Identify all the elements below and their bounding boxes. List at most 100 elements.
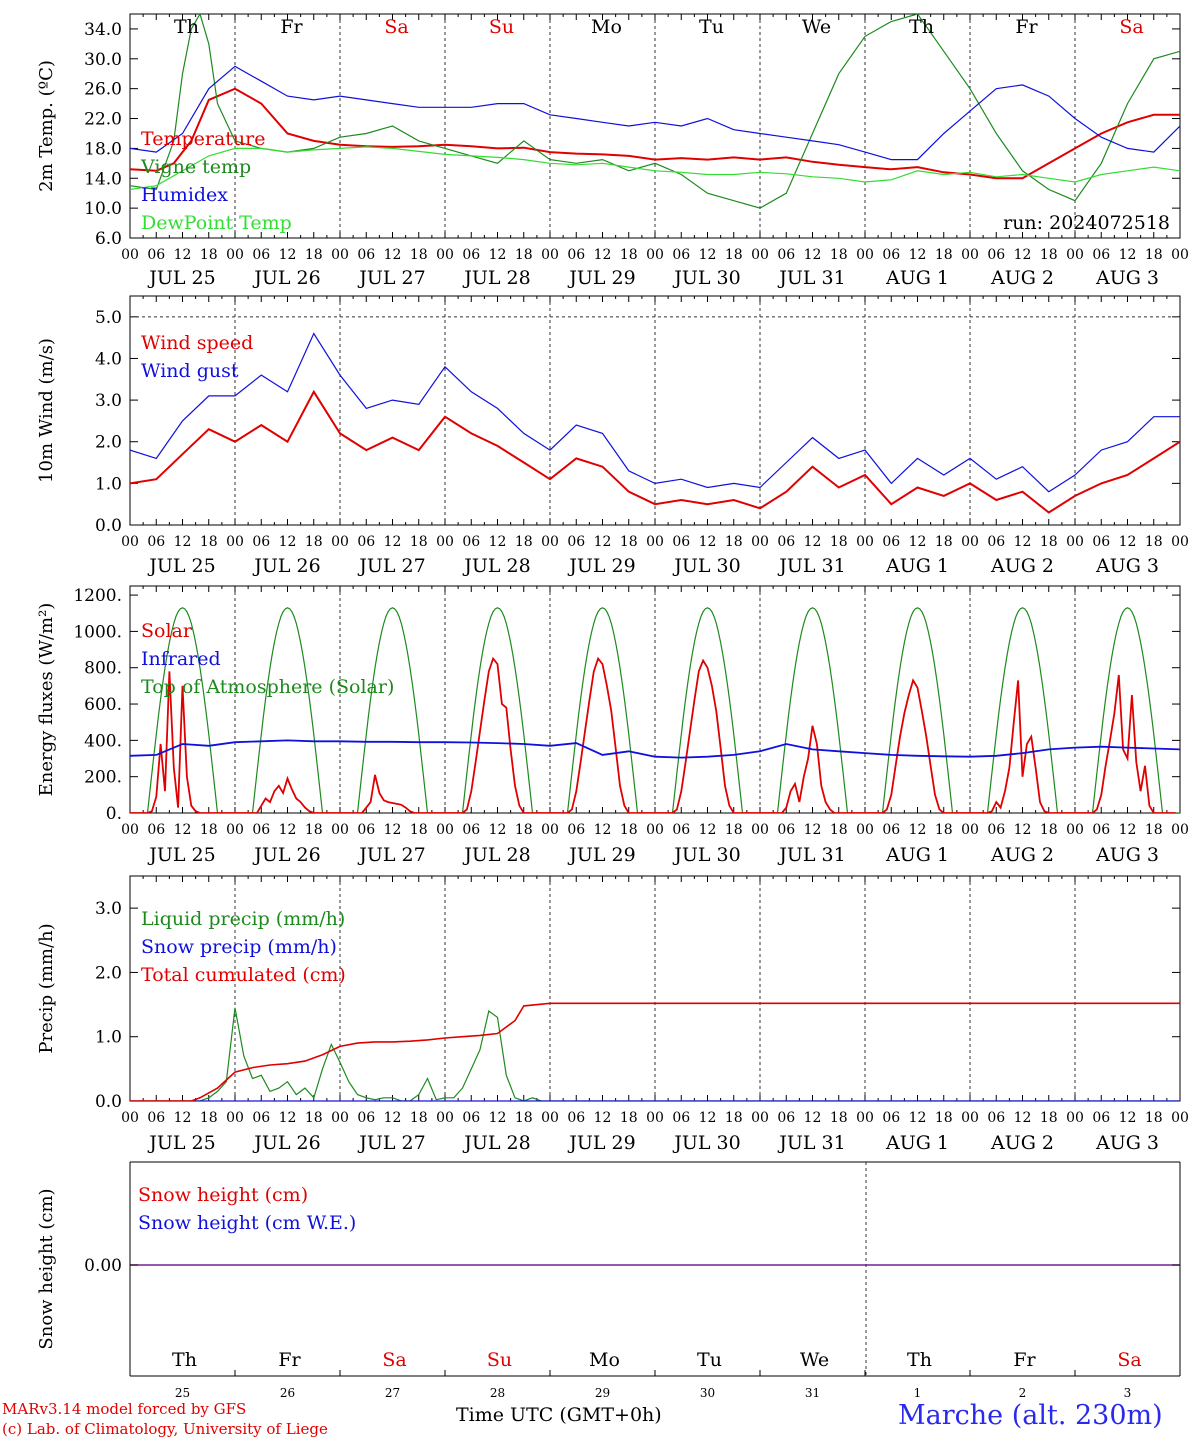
hour-tick-label: 06 bbox=[357, 534, 375, 550]
hour-tick-label: 18 bbox=[725, 247, 743, 263]
hour-tick-label: 12 bbox=[384, 534, 402, 550]
y-tick-label: 200. bbox=[84, 768, 122, 788]
panel-precip: 0.0 1.0 2.0 3.0 Precip (mm/h) 00 06 12 18 00 06 12 1… bbox=[36, 875, 1189, 1154]
date-label: JUL 26 bbox=[252, 1132, 320, 1154]
hour-tick-label: 06 bbox=[1092, 534, 1110, 550]
y-tick-label: 0.0 bbox=[95, 516, 122, 536]
hour-tick-label: 06 bbox=[462, 822, 480, 838]
hour-tick-label: 18 bbox=[515, 822, 533, 838]
toa-solar-line bbox=[655, 607, 760, 813]
hour-tick-label: 06 bbox=[147, 534, 165, 550]
y-tick-label: 18.0 bbox=[84, 139, 122, 159]
meteogram-chart: 6.010.014.018.022.026.030.034.02m Temp. … bbox=[36, 13, 1189, 1400]
hour-tick-label: 00 bbox=[751, 247, 769, 263]
hour-tick-label: 12 bbox=[909, 247, 927, 263]
weekday-label: Sa bbox=[1119, 16, 1143, 38]
copyright-notice: (c) Lab. of Climatology, University of L… bbox=[2, 1420, 328, 1438]
hour-tick-label: 06 bbox=[567, 534, 585, 550]
y-axis-label: Snow height (cm) bbox=[36, 1188, 57, 1349]
hour-tick-label: 00 bbox=[436, 534, 454, 550]
hour-tick-label: 18 bbox=[410, 534, 428, 550]
hour-tick-label: 18 bbox=[305, 1110, 323, 1126]
hour-tick-label: 00 bbox=[1066, 1110, 1084, 1126]
day-number-label: 31 bbox=[805, 1386, 820, 1400]
hour-tick-label: 06 bbox=[777, 534, 795, 550]
hour-tick-label: 18 bbox=[200, 1110, 218, 1126]
day-number-label: 2 bbox=[1019, 1386, 1027, 1400]
hour-tick-label: 12 bbox=[384, 1110, 402, 1126]
hour-tick-label: 12 bbox=[279, 822, 297, 838]
day-number-label: 26 bbox=[280, 1386, 295, 1400]
day-number-label: 28 bbox=[490, 1386, 505, 1400]
hour-tick-label: 06 bbox=[462, 1110, 480, 1126]
hour-tick-label: 06 bbox=[882, 247, 900, 263]
date-label: JUL 25 bbox=[147, 844, 215, 866]
legend-entry: Total cumulated (cm) bbox=[141, 964, 346, 986]
date-label: JUL 27 bbox=[357, 555, 425, 577]
y-tick-label: 4.0 bbox=[95, 349, 122, 369]
hour-tick-label: 06 bbox=[147, 247, 165, 263]
date-label: AUG 2 bbox=[990, 1132, 1054, 1154]
hour-tick-label: 06 bbox=[672, 534, 690, 550]
hour-tick-label: 12 bbox=[279, 534, 297, 550]
toa-solar-line bbox=[235, 607, 340, 813]
hour-tick-label: 00 bbox=[1066, 822, 1084, 838]
weekday-label: Tu bbox=[697, 1349, 722, 1371]
toa-solar-line bbox=[445, 607, 550, 813]
hour-tick-label: 00 bbox=[436, 1110, 454, 1126]
date-label: JUL 28 bbox=[462, 1132, 530, 1154]
date-label: JUL 27 bbox=[357, 267, 425, 289]
date-label: AUG 2 bbox=[990, 555, 1054, 577]
hour-tick-label: 12 bbox=[909, 822, 927, 838]
y-tick-label: 400. bbox=[84, 731, 122, 751]
weekday-label: Su bbox=[487, 1349, 512, 1371]
date-label: JUL 27 bbox=[357, 844, 425, 866]
hour-tick-label: 18 bbox=[1145, 822, 1163, 838]
date-label: JUL 30 bbox=[672, 844, 740, 866]
hour-tick-label: 00 bbox=[1171, 822, 1189, 838]
hour-tick-label: 00 bbox=[226, 822, 244, 838]
date-label: JUL 29 bbox=[567, 844, 635, 866]
y-tick-label: 26.0 bbox=[84, 80, 122, 100]
hour-tick-label: 00 bbox=[541, 247, 559, 263]
hour-tick-label: 00 bbox=[961, 534, 979, 550]
weekday-label: Su bbox=[489, 16, 514, 38]
legend-entry: Snow precip (mm/h) bbox=[141, 936, 337, 958]
hour-tick-label: 12 bbox=[804, 247, 822, 263]
hour-tick-label: 06 bbox=[1092, 1110, 1110, 1126]
station-name: Marche (alt. 230m) bbox=[898, 1400, 1163, 1431]
day-number-label: 3 bbox=[1124, 1386, 1132, 1400]
date-label: AUG 3 bbox=[1095, 267, 1159, 289]
hour-tick-label: 18 bbox=[830, 1110, 848, 1126]
hour-tick-label: 06 bbox=[1092, 247, 1110, 263]
hour-tick-label: 06 bbox=[672, 1110, 690, 1126]
weekday-label: Th bbox=[172, 1349, 197, 1371]
hour-tick-label: 12 bbox=[1119, 247, 1137, 263]
toa-solar-line bbox=[760, 607, 865, 813]
hour-tick-label: 00 bbox=[541, 534, 559, 550]
hour-tick-label: 06 bbox=[357, 247, 375, 263]
hour-tick-label: 00 bbox=[856, 822, 874, 838]
hour-tick-label: 18 bbox=[620, 534, 638, 550]
hour-tick-label: 18 bbox=[725, 534, 743, 550]
hour-tick-label: 12 bbox=[174, 534, 192, 550]
hour-tick-label: 18 bbox=[620, 822, 638, 838]
hour-tick-label: 18 bbox=[515, 534, 533, 550]
hour-tick-label: 00 bbox=[226, 534, 244, 550]
y-axis-label: Energy fluxes (W/m²) bbox=[36, 603, 57, 797]
hour-tick-label: 06 bbox=[777, 822, 795, 838]
hour-tick-label: 06 bbox=[252, 247, 270, 263]
weekday-label: Sa bbox=[1117, 1349, 1141, 1371]
hour-tick-label: 18 bbox=[830, 247, 848, 263]
date-label: JUL 30 bbox=[672, 555, 740, 577]
hour-tick-label: 00 bbox=[1171, 534, 1189, 550]
hour-tick-label: 18 bbox=[935, 247, 953, 263]
hour-tick-label: 12 bbox=[489, 534, 507, 550]
hour-tick-label: 00 bbox=[646, 822, 664, 838]
toa-solar-line bbox=[970, 607, 1075, 813]
hour-tick-label: 12 bbox=[594, 822, 612, 838]
weekday-label: Mo bbox=[589, 1349, 620, 1371]
hour-tick-label: 12 bbox=[699, 822, 717, 838]
hour-tick-label: 12 bbox=[1119, 1110, 1137, 1126]
hour-tick-label: 06 bbox=[462, 247, 480, 263]
